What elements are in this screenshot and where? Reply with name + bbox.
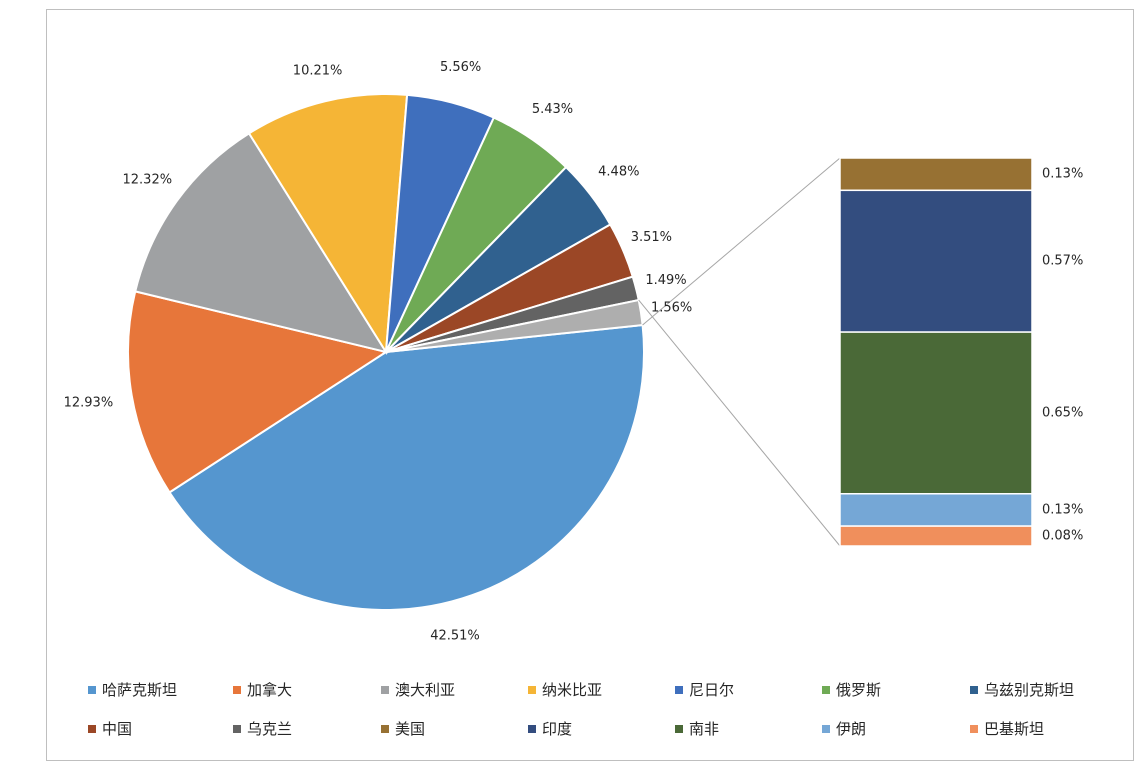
pie-label-6: 5.43% — [532, 102, 573, 117]
bar-label-2: 0.57% — [1042, 254, 1083, 269]
pie-slice-10 — [385, 298, 644, 353]
connector-lines — [638, 157, 841, 547]
pie-label-9: 1.49% — [645, 273, 686, 288]
bar-segment-5 — [839, 525, 1033, 547]
pie-label-1: 42.51% — [430, 629, 480, 644]
pie-label-2: 12.93% — [64, 395, 114, 410]
bar-label-1: 0.13% — [1042, 167, 1083, 182]
bar-segment-2 — [839, 189, 1033, 333]
pie-slice-3 — [134, 131, 389, 354]
connector-bottom — [638, 299, 841, 547]
pie-label-5: 5.56% — [440, 60, 481, 75]
data-labels: 42.51% 12.93% 12.32% 10.21% 5.56% 5.43% 4.48% 3… — [64, 60, 1084, 644]
bar-label-5: 0.08% — [1042, 529, 1083, 544]
pie-slice-2 — [127, 290, 389, 494]
pie-label-3: 12.32% — [123, 173, 173, 188]
stacked-bar-group — [839, 157, 1033, 547]
bar-segment-3 — [839, 331, 1033, 495]
pie-label-4: 10.21% — [293, 64, 343, 79]
pie-group — [127, 93, 646, 611]
bar-label-3: 0.65% — [1042, 405, 1083, 420]
pie-slice-1 — [168, 323, 646, 611]
pie-label-8: 3.51% — [631, 230, 672, 245]
bar-segment-1 — [839, 157, 1033, 192]
pie-label-10: 1.56% — [651, 300, 692, 315]
connector-top — [642, 157, 841, 326]
pie-slice-4 — [247, 93, 409, 356]
bar-label-4: 0.13% — [1042, 502, 1083, 517]
pie-label-7: 4.48% — [598, 165, 639, 180]
bar-segment-4 — [839, 493, 1033, 527]
